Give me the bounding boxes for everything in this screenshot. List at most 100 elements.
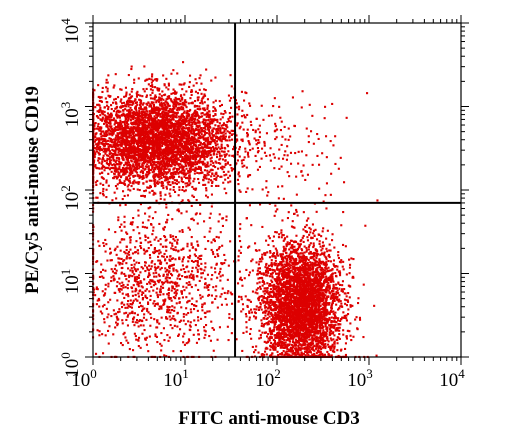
event-point-pop0: [191, 156, 194, 159]
event-point-pop0: [179, 140, 182, 143]
event-point-pop0: [176, 112, 179, 115]
event-point-pop0: [170, 72, 173, 75]
event-point-pop0: [151, 89, 154, 92]
event-point-pop0: [254, 154, 257, 157]
event-point-pop0: [193, 104, 196, 107]
event-point-pop0: [201, 153, 204, 156]
event-point-pop0: [115, 148, 118, 151]
event-point-pop0: [149, 130, 152, 133]
event-point-pop0: [116, 176, 119, 179]
event-point-pop0: [101, 90, 104, 93]
event-point-pop0: [93, 147, 96, 150]
event-point-pop0: [105, 188, 108, 191]
event-point-pop0: [157, 170, 160, 173]
event-point-pop1: [248, 271, 251, 274]
event-point-pop0: [187, 102, 190, 105]
event-point-pop0: [182, 147, 185, 150]
event-point-pop0: [103, 133, 106, 136]
event-point-pop0: [179, 118, 182, 121]
event-point-pop0: [112, 143, 115, 146]
event-point-pop0: [187, 140, 190, 143]
event-point-pop0: [110, 152, 113, 155]
event-point-pop0: [167, 163, 170, 166]
event-point-pop0: [108, 168, 111, 171]
event-point-pop0: [124, 95, 127, 98]
event-point-pop0: [275, 136, 278, 139]
event-point-pop0: [254, 131, 257, 134]
event-point-pop1: [337, 254, 340, 257]
event-point-pop0: [131, 95, 134, 98]
event-point-pop0: [175, 160, 178, 163]
event-point-pop0: [205, 177, 208, 180]
event-point-pop0: [178, 210, 181, 213]
event-point-pop0: [134, 151, 137, 154]
event-point-pop0: [150, 137, 153, 140]
event-point-pop0: [190, 116, 193, 119]
event-point-pop0: [139, 135, 142, 138]
event-point-pop0: [243, 156, 246, 159]
event-point-pop0: [154, 116, 157, 119]
event-point-pop0: [176, 141, 179, 144]
event-point-pop0: [138, 165, 141, 168]
event-point-pop0: [207, 113, 210, 116]
event-point-pop0: [119, 163, 122, 166]
event-point-pop0: [163, 83, 166, 86]
event-point-pop0: [217, 125, 220, 128]
event-point-pop0: [246, 132, 249, 135]
event-point-pop0: [192, 152, 195, 155]
event-point-pop0: [116, 121, 119, 124]
event-point-pop0: [143, 127, 146, 130]
event-point-pop0: [158, 126, 161, 129]
event-point-pop0: [155, 132, 158, 135]
event-point-pop0: [173, 100, 176, 103]
event-point-pop1: [311, 283, 314, 286]
event-point-pop0: [166, 95, 169, 98]
event-point-pop0: [108, 137, 111, 140]
event-point-pop0: [198, 105, 201, 108]
event-point-pop0: [154, 175, 157, 178]
event-point-pop0: [103, 145, 106, 148]
event-point-pop0: [169, 108, 172, 111]
event-point-pop0: [96, 110, 99, 113]
event-point-pop0: [180, 176, 183, 179]
event-point-pop0: [142, 170, 145, 173]
event-point-pop0: [162, 153, 165, 156]
event-point-pop0: [196, 146, 199, 149]
event-point-pop1: [309, 306, 312, 309]
event-point-pop0: [226, 161, 229, 164]
event-point-pop0: [165, 176, 168, 179]
event-point-pop0: [160, 101, 163, 104]
event-point-pop0: [122, 127, 125, 130]
event-point-pop1: [349, 263, 352, 266]
event-point-pop0: [159, 150, 162, 153]
event-point-pop0: [191, 154, 194, 157]
event-point-pop0: [222, 181, 225, 184]
event-point-pop0: [104, 142, 107, 145]
event-point-pop0: [222, 170, 225, 173]
event-point-pop0: [227, 150, 230, 153]
event-point-pop0: [174, 142, 177, 145]
event-point-pop0: [129, 146, 132, 149]
event-point-pop0: [200, 100, 203, 103]
event-point-pop0: [150, 131, 153, 134]
event-point-pop0: [161, 136, 164, 139]
event-point-pop0: [126, 103, 129, 106]
event-point-pop0: [204, 121, 207, 124]
event-point-pop0: [215, 176, 218, 179]
event-point-pop0: [253, 137, 256, 140]
event-point-pop0: [107, 128, 110, 131]
event-point-pop0: [135, 95, 138, 98]
event-point-pop1: [307, 274, 310, 277]
event-point-pop0: [236, 138, 239, 141]
event-point-pop0: [108, 164, 111, 167]
event-point-pop0: [168, 104, 171, 107]
event-point-pop0: [156, 88, 159, 91]
event-point-pop0: [227, 120, 230, 123]
event-point-pop0: [131, 100, 134, 103]
event-point-pop0: [175, 100, 178, 103]
event-point-pop0: [181, 167, 184, 170]
event-point-pop0: [164, 193, 167, 196]
event-point-pop0: [186, 184, 189, 187]
event-point-pop0: [197, 160, 200, 163]
event-point-pop1: [270, 321, 273, 324]
